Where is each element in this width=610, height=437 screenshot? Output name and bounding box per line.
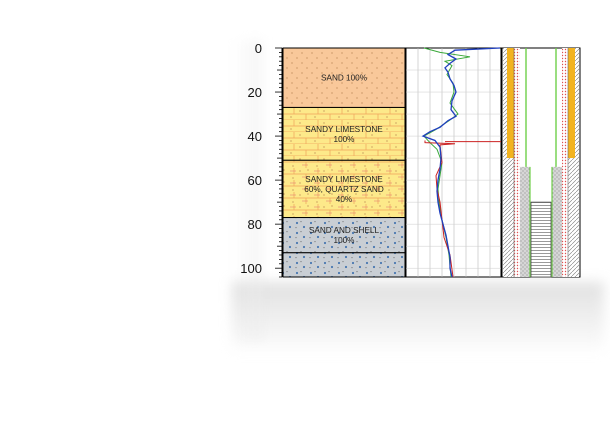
depth-tick-label: 20: [248, 85, 262, 100]
grout-left: [507, 48, 514, 159]
plot-shadow: [232, 282, 604, 350]
borehole-wall-right: [575, 48, 579, 159]
depth-tick-label: 100: [240, 261, 262, 276]
borehole-wall-left: [503, 48, 507, 159]
well-construction-diagram: [501, 47, 581, 278]
filter-left: [514, 48, 520, 277]
lithology-label-line: SAND AND SHELL: [309, 226, 380, 235]
lithology-label: SANDY LIMESTONE 60%, QUARTZ SAND 40%: [304, 175, 384, 204]
lower-wall-left: [503, 158, 514, 277]
log-trace-red: [424, 140, 456, 278]
lithology-label-line: 40%: [336, 195, 352, 204]
depth-tick-label: 80: [248, 217, 262, 232]
lithology-unit: [282, 252, 406, 278]
lithology-label: SANDY LIMESTONE 100%: [305, 125, 383, 144]
lithology-label-line: SANDY LIMESTONE: [305, 175, 383, 184]
lithology-unit: [282, 106, 406, 161]
lithology-label-line: 100%: [334, 236, 355, 245]
filter-right: [562, 48, 568, 277]
lithology-label: SAND AND SHELL 100%: [309, 226, 380, 245]
well-screen-slots: [530, 201, 552, 278]
depth-axis: 0 20 40 60 80 100: [240, 41, 283, 278]
depth-tick-label: 0: [255, 41, 262, 56]
log-panel-frame: [405, 47, 502, 278]
plot-shadow-side: [232, 40, 262, 340]
sand-pack-left: [520, 166, 530, 277]
grout-right: [568, 48, 575, 159]
depth-tick-label: 40: [248, 129, 262, 144]
lithology-label: SAND 100%: [321, 74, 367, 83]
lithology-label-line: SAND 100%: [321, 74, 367, 83]
lower-wall-right: [568, 158, 579, 277]
sand-pack-right: [552, 166, 562, 277]
lithology-label-line: SANDY LIMESTONE: [305, 125, 383, 134]
depth-tick-label: 60: [248, 173, 262, 188]
lithology-label-line: 60%, QUARTZ SAND: [304, 185, 384, 194]
lithology-label-line: 100%: [334, 135, 355, 144]
log-trace-blue: [421, 47, 501, 278]
lithology-unit: [282, 159, 406, 219]
lithology-column: SAND 100%SANDY LIMESTONE 100%SANDY LIMEST…: [282, 47, 406, 278]
geophysical-log-panel: [405, 47, 502, 278]
